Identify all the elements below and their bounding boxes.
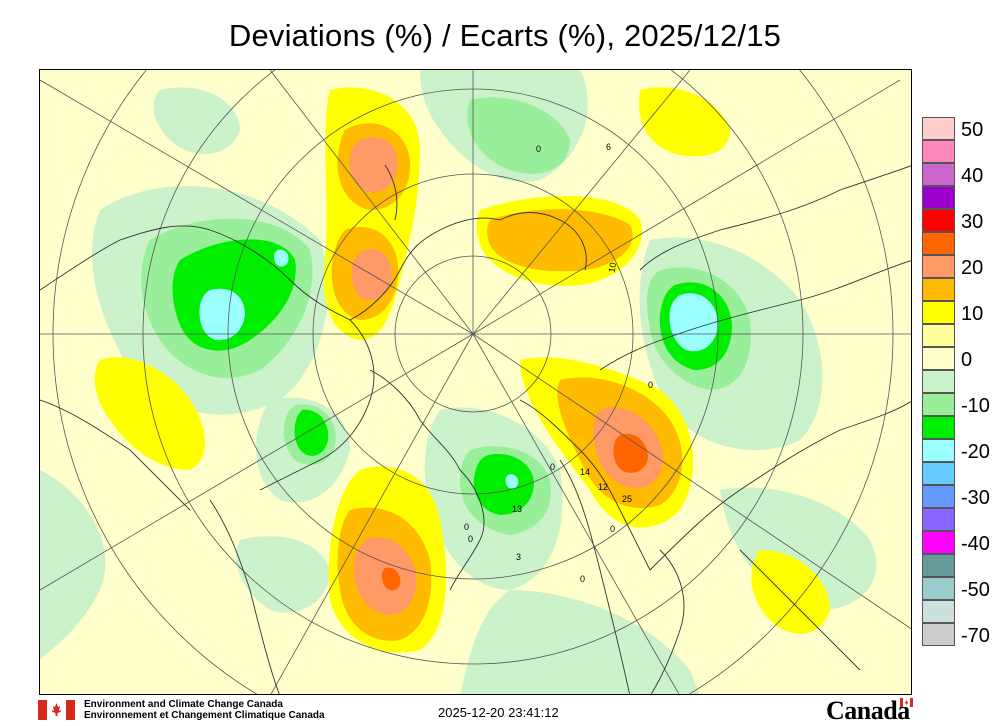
legend-swatch: [922, 209, 955, 232]
legend-swatch: [922, 232, 955, 255]
legend-swatch: [922, 554, 955, 577]
legend-swatch: [922, 347, 955, 370]
contour-label: 0: [648, 380, 653, 390]
legend-swatch: [922, 117, 955, 140]
contour-label: 3: [516, 552, 521, 562]
org-name-french: Environnement et Changement Climatique C…: [84, 710, 325, 721]
legend-label: -50: [961, 579, 990, 601]
legend-swatch: [922, 531, 955, 554]
legend-label: -70: [961, 625, 990, 647]
legend-swatch: [922, 301, 955, 324]
legend-swatch: [922, 508, 955, 531]
contour-labels: 0 6 10 0 14 12 25 0 0 13 3 0 0 0: [464, 142, 653, 584]
org-name-english: Environment and Climate Change Canada: [84, 699, 283, 710]
canada-flag-icon: [38, 700, 75, 720]
legend-swatch: [922, 462, 955, 485]
legend-swatch: [922, 623, 955, 646]
wordmark-flag-icon: [900, 698, 913, 707]
legend-swatch: [922, 278, 955, 301]
legend-swatch: [922, 439, 955, 462]
contour-label: 6: [606, 142, 611, 152]
legend-label: -20: [961, 441, 990, 463]
contour-label: 0: [550, 462, 555, 472]
map-canvas: 0 6 10 0 14 12 25 0 0 13 3 0 0 0: [40, 70, 911, 694]
legend-label: -10: [961, 395, 990, 417]
legend-label: -30: [961, 487, 990, 509]
contour-label: 0: [580, 574, 585, 584]
contour-label: 10: [607, 262, 619, 274]
contour-label: 0: [610, 524, 615, 534]
contour-label: 14: [580, 467, 590, 477]
legend-swatch: [922, 577, 955, 600]
deviation-fill-cyan: [199, 249, 718, 489]
canada-wordmark: Canada: [826, 696, 910, 725]
contour-label: 12: [598, 482, 608, 492]
legend-label: 30: [961, 211, 984, 233]
map-title: Deviations (%) / Ecarts (%), 2025/12/15: [228, 18, 782, 53]
legend-swatch: [922, 370, 955, 393]
contour-label: 25: [622, 494, 632, 504]
organization-name: Environment and Climate Change Canada En…: [84, 699, 325, 721]
deviation-fill-dark-orange: [381, 433, 648, 591]
legend-swatch: [922, 416, 955, 439]
legend-swatch: [922, 600, 955, 623]
legend-label: 10: [961, 303, 984, 325]
coastlines: [40, 164, 911, 694]
timestamp: 2025-12-20 23:41:12: [438, 705, 559, 720]
contour-label: 0: [464, 522, 469, 532]
contour-label: 0: [536, 144, 541, 154]
legend-swatch: [922, 186, 955, 209]
graticule: [40, 70, 911, 694]
legend-swatch: [922, 255, 955, 278]
legend-label: 20: [961, 257, 984, 279]
legend-swatch: [922, 163, 955, 186]
legend-label: 50: [961, 119, 984, 141]
contour-label: 13: [512, 504, 522, 514]
deviation-map: 0 6 10 0 14 12 25 0 0 13 3 0 0 0: [39, 69, 912, 695]
legend-label: 40: [961, 165, 984, 187]
legend-swatch: [922, 140, 955, 163]
legend-swatch: [922, 485, 955, 508]
contour-label: 0: [468, 534, 473, 544]
legend-swatch: [922, 324, 955, 347]
legend-label: -40: [961, 533, 990, 555]
legend-label: 0: [961, 349, 973, 371]
legend-swatch: [922, 393, 955, 416]
